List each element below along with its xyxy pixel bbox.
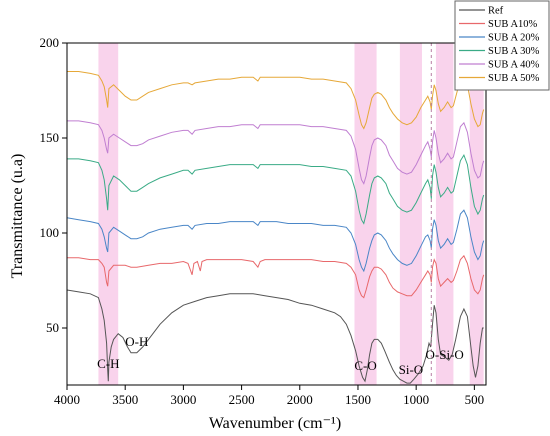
x-tick-label: 3500 (112, 392, 138, 407)
band-label: C-H (97, 356, 119, 371)
legend-label: SUB A 20% (488, 33, 540, 44)
x-tick-label: 4000 (54, 392, 80, 407)
x-axis: 4000 3500 3000 2500 2000 1500 1000 500 (54, 385, 484, 407)
series-line (67, 254, 485, 299)
y-axis-title: Transmittance (u.a) (9, 154, 26, 279)
series-group (66, 71, 485, 384)
series-line (66, 289, 484, 384)
legend-label: SUB A 50% (488, 73, 540, 84)
legend: Ref SUB A10% SUB A 20% SUB A 30% SUB A 40% SU… (454, 0, 550, 91)
x-tick-label: 1000 (403, 392, 429, 407)
x-axis-title: Wavenumber (cm⁻¹) (209, 415, 341, 432)
x-tick-label: 2000 (287, 392, 313, 407)
absorption-band (469, 43, 484, 385)
y-axis: 50 100 150 200 (40, 35, 67, 335)
absorption-band (98, 43, 119, 385)
y-tick-label: 50 (46, 320, 59, 335)
legend-label: SUB A10% (488, 19, 538, 30)
absorption-band (354, 43, 377, 385)
band-label: Si-O (399, 362, 424, 377)
legend-label: SUB A 30% (488, 46, 540, 57)
absorption-band (435, 43, 454, 385)
band-label: O-H (125, 334, 148, 349)
y-tick-label: 150 (40, 130, 60, 145)
legend-box (454, 0, 550, 91)
series-line (67, 153, 485, 225)
plot-frame (66, 42, 487, 386)
absorption-band (399, 43, 422, 385)
band-labels: C-H C-O Si-OO-Si-O O-H (97, 334, 464, 377)
series-line (66, 209, 485, 273)
x-tick-label: 2500 (229, 392, 255, 407)
legend-label: SUB A 40% (488, 60, 540, 71)
x-tick-label: 1500 (345, 392, 371, 407)
y-tick-label: 100 (40, 225, 60, 240)
series-line (67, 71, 485, 130)
legend-label: Ref (488, 6, 504, 17)
y-tick-label: 200 (40, 35, 60, 50)
band-label: O-Si-O (426, 347, 464, 362)
band-group (98, 43, 484, 385)
x-tick-label: 3000 (170, 392, 196, 407)
series-line (67, 120, 485, 185)
band-label: C-O (354, 358, 376, 373)
x-tick-label: 500 (465, 392, 485, 407)
